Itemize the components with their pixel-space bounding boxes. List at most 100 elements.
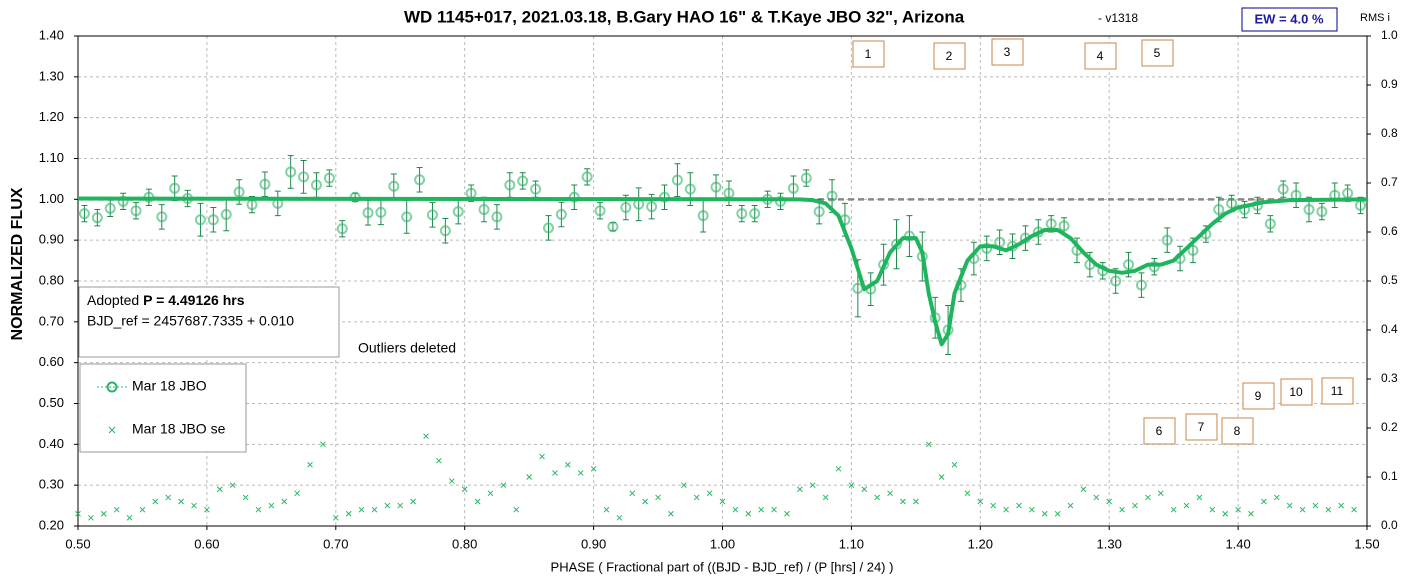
y-tick-label: 1.00 xyxy=(39,191,64,206)
se-marker xyxy=(1248,510,1254,517)
data-point xyxy=(749,208,761,220)
se-marker xyxy=(564,461,571,468)
data-point xyxy=(813,206,825,218)
se-marker xyxy=(938,474,945,480)
error-bar xyxy=(365,200,372,226)
error-bar xyxy=(403,200,410,234)
data-point xyxy=(426,209,438,221)
se-marker xyxy=(126,514,133,521)
se-marker xyxy=(1209,506,1216,513)
chart-subtitle: - v1318 xyxy=(1098,11,1138,25)
data-point xyxy=(684,183,696,195)
data-point xyxy=(903,230,915,242)
error-bar xyxy=(777,192,784,211)
error-bar xyxy=(1293,182,1300,208)
x-tick-label: 1.00 xyxy=(710,536,735,551)
error-bar xyxy=(1318,202,1325,221)
se-marker xyxy=(294,490,300,497)
error-bar xyxy=(94,209,101,227)
se-marker xyxy=(848,482,855,489)
se-marker xyxy=(1067,502,1074,509)
se-marker xyxy=(474,498,481,505)
se-marker xyxy=(1261,498,1267,505)
se-marker xyxy=(152,498,159,505)
annotation: 8 xyxy=(1234,424,1241,438)
data-point xyxy=(542,222,554,234)
error-bar xyxy=(983,235,990,262)
info-line: BJD_ref = 2457687.7335 + 0.010 xyxy=(87,313,294,329)
annotation: 4 xyxy=(1097,49,1104,63)
data-point xyxy=(388,180,400,192)
error-bar xyxy=(313,172,320,198)
legend-marker xyxy=(106,381,118,393)
error-bar xyxy=(545,215,552,241)
se-marker xyxy=(1080,486,1087,493)
annotation: 7 xyxy=(1198,420,1205,434)
error-bar xyxy=(1151,258,1158,276)
data-point xyxy=(736,208,748,220)
data-point xyxy=(620,202,632,213)
data-point xyxy=(414,174,426,186)
se-marker xyxy=(680,482,687,489)
y-tick-label: 0.90 xyxy=(39,232,64,247)
annotation: 5 xyxy=(1154,46,1161,60)
annotation: 6 xyxy=(1156,424,1163,438)
error-bar xyxy=(906,215,913,257)
se-marker xyxy=(1325,506,1332,513)
se-marker xyxy=(500,482,507,489)
se-marker xyxy=(358,506,365,513)
data-point xyxy=(530,183,542,195)
data-point xyxy=(1316,206,1328,218)
y2-tick-label: 0.9 xyxy=(1381,77,1398,91)
x-tick-label: 0.50 xyxy=(65,536,90,551)
fit-line xyxy=(77,196,1368,347)
error-bar xyxy=(158,204,165,230)
y2-tick-label: 0.2 xyxy=(1381,420,1398,434)
y-tick-label: 1.10 xyxy=(39,150,64,165)
se-marker xyxy=(1273,494,1280,501)
error-bar xyxy=(455,198,462,225)
data-point xyxy=(259,178,271,190)
se-marker xyxy=(332,514,339,521)
x-tick-label: 0.60 xyxy=(194,536,219,551)
error-bar xyxy=(120,192,127,211)
error-bar xyxy=(274,190,281,217)
se-marker xyxy=(423,433,429,440)
se-marker xyxy=(629,490,636,497)
y-tick-label: 1.40 xyxy=(39,27,64,42)
se-marker xyxy=(822,494,829,501)
data-point xyxy=(323,172,335,184)
se-marker xyxy=(1222,510,1229,517)
se-marker xyxy=(1054,510,1061,517)
y2-tick-label: 0.4 xyxy=(1381,322,1398,336)
info-box xyxy=(78,286,340,358)
se-marker xyxy=(1170,506,1177,513)
se-marker xyxy=(242,494,249,501)
y2-tick-label: 0.7 xyxy=(1381,175,1398,189)
error-bar xyxy=(751,204,758,223)
data-point xyxy=(787,182,799,194)
annotation: 3 xyxy=(1004,45,1011,59)
error-bar xyxy=(429,202,436,228)
x-tick-label: 1.30 xyxy=(1097,536,1122,551)
data-point xyxy=(78,208,90,220)
badge-box xyxy=(1241,7,1338,32)
error-bar xyxy=(416,166,423,193)
x-tick-label: 0.90 xyxy=(581,536,606,551)
error-bar xyxy=(506,172,513,198)
se-marker xyxy=(216,486,223,493)
se-marker xyxy=(552,470,558,476)
se-marker xyxy=(539,453,545,460)
data-point xyxy=(826,190,838,202)
data-point xyxy=(1277,183,1289,195)
info-prefix: Adopted xyxy=(87,292,139,308)
error-bar xyxy=(738,204,745,223)
error-bar xyxy=(970,241,977,276)
data-point xyxy=(491,211,503,223)
annotation-box xyxy=(1141,39,1174,67)
se-marker xyxy=(1338,502,1345,509)
y-tick-label: 0.50 xyxy=(39,395,64,410)
data-point xyxy=(233,186,245,198)
data-point xyxy=(517,175,529,187)
